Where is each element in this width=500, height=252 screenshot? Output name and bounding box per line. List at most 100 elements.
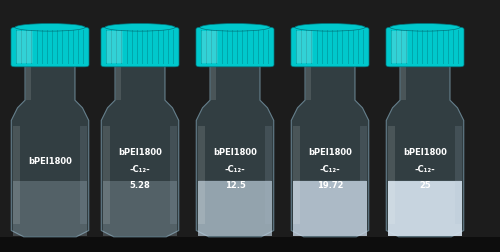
Bar [132,31,133,65]
Bar [363,31,364,65]
Bar [352,31,354,65]
Bar [147,31,148,65]
Bar [26,31,28,65]
Ellipse shape [200,24,270,32]
Text: 25: 25 [419,181,431,190]
Text: bPEI1800: bPEI1800 [213,148,257,157]
Bar [201,31,202,65]
Text: bPEI1800: bPEI1800 [118,148,162,157]
Polygon shape [104,181,177,236]
Bar [83,31,84,65]
Ellipse shape [15,24,85,32]
Bar [62,31,64,65]
Bar [78,31,79,65]
Polygon shape [13,126,20,224]
Polygon shape [360,126,367,224]
Text: -C₁₂-: -C₁₂- [320,164,340,173]
Bar [47,31,48,65]
Bar [242,31,243,65]
Bar [211,66,216,101]
Polygon shape [170,126,177,224]
Bar [152,31,154,65]
Bar [116,31,117,65]
Text: 5.28: 5.28 [130,181,150,190]
Polygon shape [388,126,395,224]
FancyBboxPatch shape [196,28,274,68]
FancyBboxPatch shape [11,28,89,68]
Polygon shape [198,126,205,224]
Bar [21,31,22,65]
Bar [322,31,323,65]
Bar [358,31,359,65]
Bar [422,31,423,65]
Bar [36,31,38,65]
Bar [391,31,392,65]
Polygon shape [386,60,464,237]
Bar [337,31,338,65]
Bar [52,31,53,65]
Bar [137,31,138,65]
Bar [263,31,264,65]
Text: -C₁₂-: -C₁₂- [130,164,150,173]
Bar [332,31,333,65]
FancyBboxPatch shape [101,28,179,68]
Bar [227,31,228,65]
Bar [126,31,128,65]
Bar [116,66,121,101]
Bar [162,31,164,65]
Bar [268,31,269,65]
Bar [173,31,174,65]
Polygon shape [101,60,179,237]
Bar [296,31,297,65]
FancyBboxPatch shape [291,28,369,68]
Polygon shape [455,126,462,224]
Bar [401,66,406,101]
Text: bPEI1800: bPEI1800 [403,148,447,157]
Text: -C₁₂-: -C₁₂- [414,164,436,173]
Bar [458,31,459,65]
Text: -C₁₂-: -C₁₂- [224,164,246,173]
Bar [111,31,112,65]
Polygon shape [14,181,87,236]
FancyBboxPatch shape [296,32,312,64]
Bar [327,31,328,65]
Polygon shape [196,60,274,237]
Polygon shape [12,60,89,237]
Bar [57,31,58,65]
Bar [72,31,74,65]
Polygon shape [388,181,462,236]
Bar [453,31,454,65]
Bar [342,31,344,65]
Bar [237,31,238,65]
Bar [432,31,433,65]
FancyBboxPatch shape [106,32,122,64]
Bar [417,31,418,65]
Text: 12.5: 12.5 [224,181,246,190]
Bar [427,31,428,65]
Text: bPEI1800: bPEI1800 [28,156,72,165]
Polygon shape [293,126,300,224]
Bar [42,31,43,65]
Bar [442,31,444,65]
Text: bPEI1800: bPEI1800 [308,148,352,157]
Polygon shape [293,181,367,236]
Bar [232,31,233,65]
Bar [252,31,254,65]
Polygon shape [198,181,272,236]
Ellipse shape [390,24,460,32]
Bar [306,31,308,65]
Bar [301,31,302,65]
Bar [316,31,318,65]
Bar [206,31,207,65]
Polygon shape [103,126,110,224]
Ellipse shape [295,24,365,32]
Polygon shape [291,60,369,237]
Bar [168,31,169,65]
Bar [142,31,143,65]
Bar [16,31,17,65]
FancyBboxPatch shape [202,32,218,64]
Bar [306,66,311,101]
Bar [216,31,218,65]
Polygon shape [80,126,88,224]
Polygon shape [265,126,272,224]
